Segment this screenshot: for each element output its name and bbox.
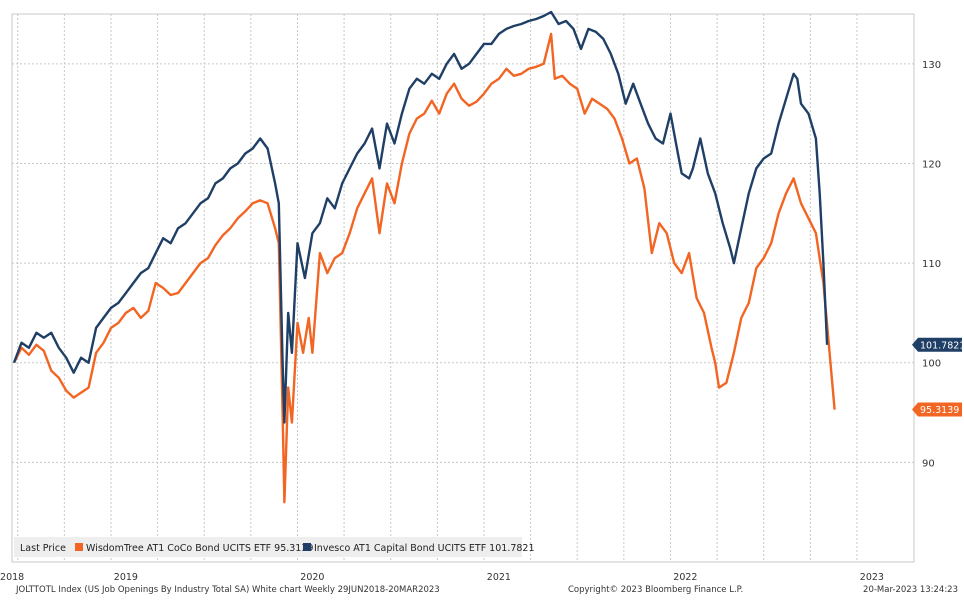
y-tick-label: 110 bbox=[922, 259, 941, 270]
x-tick-label: 2019 bbox=[114, 572, 138, 583]
legend-swatch-wisdomtree bbox=[75, 543, 83, 551]
badge-shape bbox=[912, 337, 962, 352]
badge-shape bbox=[912, 402, 962, 417]
footer-left: JOLTTOTL Index (US Job Openings By Indus… bbox=[15, 585, 440, 595]
badge-value: 95.3139 bbox=[920, 405, 959, 416]
y-axis: 90 100 110 120 130 bbox=[922, 60, 941, 470]
gridlines bbox=[12, 14, 914, 562]
x-tick-label: 2021 bbox=[487, 572, 511, 583]
y-tick-label: 90 bbox=[922, 458, 935, 469]
x-tick-label: 2023 bbox=[860, 572, 884, 583]
footer-copyright: Copyright© 2023 Bloomberg Finance L.P. bbox=[568, 585, 743, 595]
series-lines bbox=[12, 10, 836, 504]
x-tick-label: 2022 bbox=[673, 572, 697, 583]
last-price-badge-wisdomtree: 95.3139 bbox=[912, 402, 962, 417]
x-axis: 2018 2019 2020 2021 2022 2023 bbox=[0, 572, 884, 583]
y-tick-label: 130 bbox=[922, 60, 941, 71]
plot-area bbox=[11, 13, 915, 563]
legend-swatch-invesco bbox=[303, 543, 311, 551]
y-tick-label: 120 bbox=[922, 159, 941, 170]
series-line-wisdomtree bbox=[12, 32, 836, 504]
x-tick-label: 2018 bbox=[0, 572, 24, 583]
badge-value: 101.7821 bbox=[920, 340, 964, 351]
legend-entry-wisdomtree: WisdomTree AT1 CoCo Bond UCITS ETF 95.31… bbox=[86, 543, 313, 554]
last-price-badge-invesco: 101.7821 bbox=[912, 337, 964, 352]
legend-entry-invesco: Invesco AT1 Capital Bond UCITS ETF 101.7… bbox=[314, 543, 535, 554]
y-tick-label: 100 bbox=[922, 359, 941, 370]
legend-prefix: Last Price bbox=[20, 543, 66, 554]
series-line-invesco bbox=[12, 10, 829, 424]
legend-background bbox=[14, 537, 522, 557]
last-price-badges: 95.3139 101.7821 bbox=[912, 337, 964, 417]
x-tick-label: 2020 bbox=[300, 572, 324, 583]
footer-timestamp: 20-Mar-2023 13:24:23 bbox=[863, 585, 958, 595]
legend: Last Price WisdomTree AT1 CoCo Bond UCIT… bbox=[14, 537, 535, 557]
